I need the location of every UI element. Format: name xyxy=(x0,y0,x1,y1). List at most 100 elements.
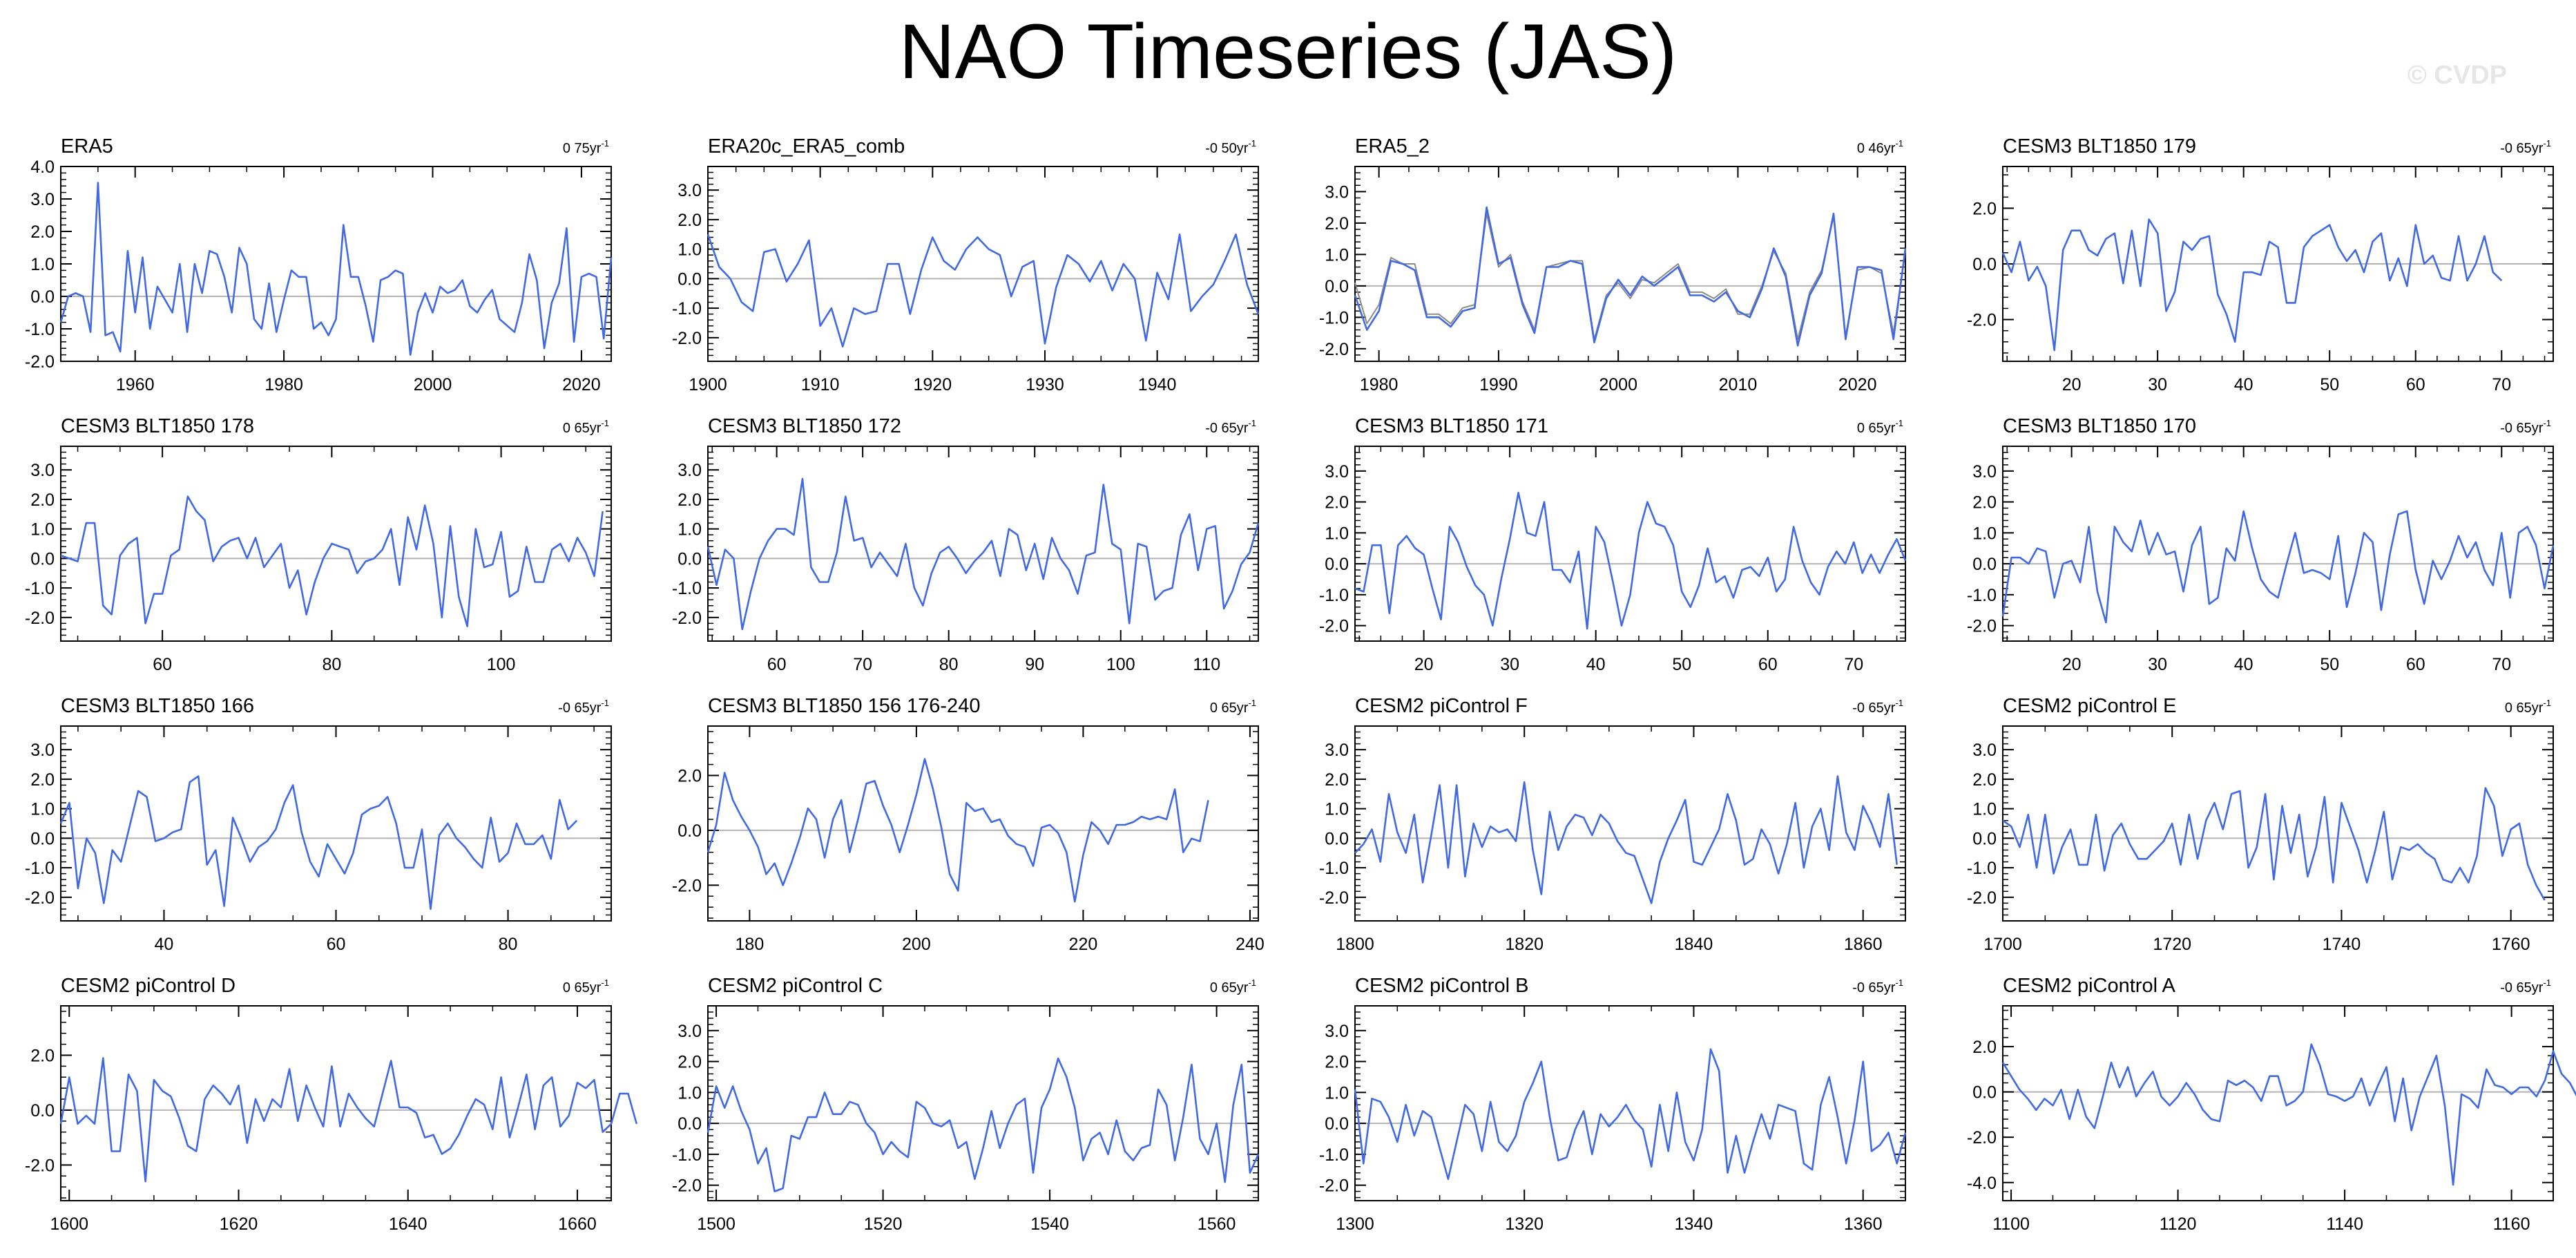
x-tick-label: 2010 xyxy=(1719,375,1758,394)
y-tick-label: -2.0 xyxy=(25,888,55,908)
panel-title: CESM2 piControl C xyxy=(708,975,883,997)
y-tick-label: 1.0 xyxy=(677,240,702,260)
x-tick-label: 70 xyxy=(1844,655,1863,674)
x-tick-label: 40 xyxy=(2234,375,2253,394)
y-tick-label: -1.0 xyxy=(672,299,702,318)
y-tick-label: 0.0 xyxy=(1972,555,1997,574)
panel-title: CESM3 BLT1850 171 xyxy=(1355,415,1548,437)
panel-4: CESM3 BLT1850 179 -0 65yr-1 -2.0 0.0 2.0 20 30… xyxy=(1967,135,2554,394)
trend-label: 0 65yr-1 xyxy=(563,978,609,995)
y-tick-label: -2.0 xyxy=(1319,1176,1349,1196)
x-tick-label: 1980 xyxy=(1360,375,1398,394)
x-tick-label: 70 xyxy=(853,655,872,674)
plot-frame xyxy=(1354,1005,1906,1201)
panel-title: ERA5 xyxy=(61,135,113,158)
cvdp-watermark: © CVDP xyxy=(2407,61,2507,90)
y-tick-label: 2.0 xyxy=(677,1053,702,1072)
x-tick-label: 1620 xyxy=(220,1214,258,1234)
x-tick-label: 220 xyxy=(1069,935,1098,954)
x-tick-label: 1100 xyxy=(1992,1214,2030,1234)
y-tick-label: 2.0 xyxy=(1972,493,1997,513)
panel-title: CESM3 BLT1850 172 xyxy=(708,415,901,437)
x-tick-label: 100 xyxy=(1106,655,1135,674)
y-tick-label: 0.0 xyxy=(1972,255,1997,274)
panel-5: CESM3 BLT1850 178 0 65yr-1 -2.0 -1.0 0.0 1.0 2… xyxy=(25,415,612,674)
x-tick-label: 1140 xyxy=(2326,1214,2363,1234)
panel-9: CESM3 BLT1850 166 -0 65yr-1 -2.0 -1.0 0.0 1.0… xyxy=(25,695,612,954)
x-tick-label: 1120 xyxy=(2160,1214,2197,1234)
x-tick-label: 50 xyxy=(1672,655,1691,674)
x-tick-label: 60 xyxy=(2406,655,2425,674)
trend-label: 0 65yr-1 xyxy=(1210,978,1256,995)
x-tick-label: 2000 xyxy=(414,375,452,394)
x-tick-label: 2000 xyxy=(1599,375,1637,394)
panel-title: CESM2 piControl F xyxy=(1355,695,1528,717)
trend-label: -0 65yr-1 xyxy=(2500,138,2551,156)
x-tick-label: 20 xyxy=(2062,375,2082,394)
trend-label: 0 46yr-1 xyxy=(1857,138,1903,156)
trend-label: -0 65yr-1 xyxy=(2500,418,2551,436)
x-tick-label: 30 xyxy=(2148,655,2167,674)
y-tick-label: 3.0 xyxy=(677,461,702,480)
x-tick-label: 70 xyxy=(2492,375,2511,394)
x-tick-label: 50 xyxy=(2320,375,2339,394)
y-tick-label: -2.0 xyxy=(25,1156,55,1175)
x-tick-label: 80 xyxy=(499,935,518,954)
plot-frame xyxy=(60,446,612,642)
y-tick-label: -1.0 xyxy=(25,579,55,598)
panel-title: ERA20c_ERA5_comb xyxy=(708,135,905,158)
trend-label: -0 65yr-1 xyxy=(558,698,609,716)
y-tick-label: 2.0 xyxy=(30,770,55,790)
y-tick-label: 3.0 xyxy=(677,1022,702,1041)
x-tick-label: 1640 xyxy=(389,1214,427,1234)
x-tick-label: 1660 xyxy=(558,1214,597,1234)
x-tick-label: 80 xyxy=(322,655,341,674)
plot-frame xyxy=(2002,446,2554,642)
panel-title: ERA5_2 xyxy=(1355,135,1430,158)
plot-frame xyxy=(60,725,612,922)
y-tick-label: 2.0 xyxy=(30,1046,55,1065)
x-tick-label: 1980 xyxy=(265,375,303,394)
x-tick-label: 1600 xyxy=(50,1214,88,1234)
y-tick-label: 2.0 xyxy=(30,490,55,510)
x-tick-label: 200 xyxy=(902,935,931,954)
y-tick-label: -1.0 xyxy=(1319,1145,1349,1165)
plot-frame xyxy=(707,166,1259,362)
y-tick-label: 0.0 xyxy=(30,549,55,569)
y-tick-label: -1.0 xyxy=(25,859,55,878)
y-tick-label: -2.0 xyxy=(1319,888,1349,908)
x-tick-label: 1990 xyxy=(1479,375,1518,394)
x-tick-label: 60 xyxy=(2406,375,2425,394)
y-tick-label: 3.0 xyxy=(1972,462,1997,482)
series-line xyxy=(707,1057,1260,1192)
y-tick-label: 0.0 xyxy=(1972,829,1997,848)
series-line xyxy=(2001,218,2503,352)
y-tick-label: -1.0 xyxy=(1319,308,1349,327)
trend-label: -0 50yr-1 xyxy=(1205,138,1256,156)
y-tick-label: 0.0 xyxy=(1325,829,1349,848)
y-tick-label: -2.0 xyxy=(1319,340,1349,359)
page-title: NAO Timeseries (JAS) xyxy=(898,8,1678,95)
series-line xyxy=(707,477,1260,631)
x-tick-label: 180 xyxy=(736,935,765,954)
x-tick-label: 2020 xyxy=(1838,375,1877,394)
series-line xyxy=(1354,206,1907,347)
y-tick-label: 1.0 xyxy=(677,1083,702,1103)
x-tick-label: 60 xyxy=(153,655,172,674)
plot-frame xyxy=(707,725,1259,922)
series-line xyxy=(1354,1048,1907,1180)
y-tick-label: 2.0 xyxy=(1325,493,1349,513)
x-tick-label: 40 xyxy=(1586,655,1606,674)
x-tick-label: 1520 xyxy=(864,1214,903,1234)
y-tick-label: 2.0 xyxy=(1972,199,1997,218)
y-tick-label: 1.0 xyxy=(1325,524,1349,543)
panel-6: CESM3 BLT1850 172 -0 65yr-1 -2.0 -1.0 0.0 1.0… xyxy=(672,415,1260,674)
x-tick-label: 60 xyxy=(767,655,787,674)
trend-label: -0 65yr-1 xyxy=(1852,978,1903,995)
x-tick-label: 1560 xyxy=(1198,1214,1236,1234)
trend-label: -0 65yr-1 xyxy=(2500,978,2551,995)
series-line xyxy=(707,233,1260,347)
panel-16: CESM2 piControl A -0 65yr-1 -4.0 -2.0 0.0 2.0… xyxy=(1967,975,2576,1234)
x-tick-label: 70 xyxy=(2492,655,2511,674)
